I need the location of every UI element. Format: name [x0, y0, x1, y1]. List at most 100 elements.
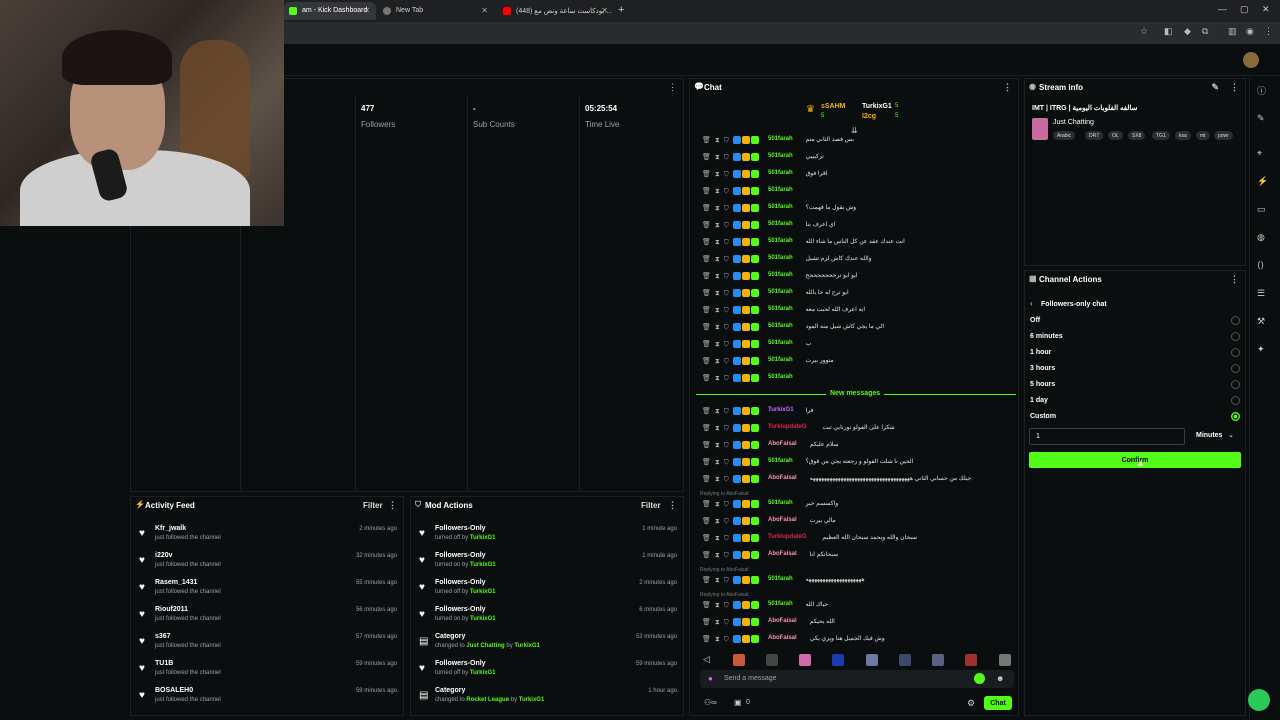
- moderator-name[interactable]: TurkixG1: [470, 562, 496, 568]
- moderation-icons[interactable]: 🗑 ⧗ ⛉: [702, 221, 760, 230]
- moderation-icons[interactable]: 🗑 ⧗ ⛉: [702, 340, 760, 349]
- tag[interactable]: DR7: [1085, 131, 1104, 140]
- moderation-icons[interactable]: 🗑 ⧗ ⛉: [702, 272, 760, 281]
- moderation-icons[interactable]: 🗑 ⧗ ⛉: [702, 357, 760, 366]
- chat-username[interactable]: 501farah: [768, 601, 793, 607]
- more-options-icon[interactable]: ⋮: [668, 500, 677, 510]
- chat-username[interactable]: 501farah: [768, 458, 793, 464]
- follower-name[interactable]: BOSALEH0: [155, 687, 194, 694]
- chat-username[interactable]: AboFaisal: [768, 517, 797, 523]
- maximize-icon[interactable]: ▢: [1240, 4, 1249, 14]
- moderation-icons[interactable]: 🗑 ⧗ ⛉: [702, 517, 760, 526]
- tag[interactable]: mt: [1196, 131, 1210, 140]
- emote-icon[interactable]: [832, 654, 844, 666]
- chat-username[interactable]: 501farah: [768, 357, 793, 363]
- chat-send-button[interactable]: Chat: [984, 696, 1012, 710]
- moderation-icons[interactable]: 🗑 ⧗ ⛉: [702, 551, 760, 560]
- moderation-icons[interactable]: 🗑 ⧗ ⛉: [702, 635, 760, 644]
- tag[interactable]: SX8: [1128, 131, 1146, 140]
- sidebar-icon[interactable]: ▥: [1228, 26, 1237, 36]
- more-options-icon[interactable]: ⋮: [388, 500, 397, 510]
- crosshair-icon[interactable]: ⌖: [1257, 148, 1263, 158]
- emote-icon[interactable]: [932, 654, 944, 666]
- chat-username[interactable]: TurkiupdateG: [768, 424, 807, 430]
- chat-username[interactable]: 501farah: [768, 340, 793, 346]
- chat-username[interactable]: 501farah: [768, 576, 793, 582]
- top-supporter-name[interactable]: TurkixG1: [862, 103, 892, 110]
- help-chat-button[interactable]: [1248, 689, 1270, 711]
- option-1-day[interactable]: 1 day: [1030, 397, 1048, 404]
- moderation-icons[interactable]: 🗑 ⧗ ⛉: [702, 255, 760, 264]
- kick-emote-icon[interactable]: [974, 673, 985, 684]
- confirm-button[interactable]: Confirm: [1029, 452, 1241, 468]
- tag[interactable]: ksa: [1175, 131, 1191, 140]
- code-icon[interactable]: ⟨⟩: [1257, 260, 1265, 270]
- settings-gear-icon[interactable]: ⚙: [967, 698, 976, 708]
- mod-filter-button[interactable]: Filter: [641, 501, 661, 510]
- minimize-icon[interactable]: —: [1218, 4, 1227, 14]
- chat-username[interactable]: TurkiupdateG: [768, 534, 807, 540]
- option-3-hours[interactable]: 3 hours: [1030, 365, 1056, 372]
- chat-username[interactable]: 501farah: [768, 170, 793, 176]
- tag[interactable]: Arabic: [1053, 131, 1076, 140]
- more-options-icon[interactable]: ⋮: [1230, 274, 1239, 284]
- follower-name[interactable]: s367: [155, 633, 171, 640]
- moderation-icons[interactable]: 🗑 ⧗ ⛉: [702, 374, 760, 383]
- chat-username[interactable]: 501farah: [768, 238, 793, 244]
- moderator-name[interactable]: TurkixG1: [514, 643, 540, 649]
- extension-icon[interactable]: ◆: [1184, 26, 1191, 36]
- moderator-name[interactable]: TurkixG1: [470, 616, 496, 622]
- chat-username[interactable]: 501farah: [768, 153, 793, 159]
- option-custom[interactable]: Custom: [1030, 413, 1057, 420]
- follower-name[interactable]: Rasem_1431: [155, 579, 198, 586]
- radio-1-day[interactable]: [1231, 396, 1240, 405]
- chat-username[interactable]: AboFaisal: [768, 618, 797, 624]
- moderation-icons[interactable]: 🗑 ⧗ ⛉: [702, 323, 760, 332]
- tab-new-tab[interactable]: New Tab ✕: [378, 2, 494, 20]
- radio-5-hours[interactable]: [1231, 380, 1240, 389]
- new-tab-plus-icon[interactable]: +: [618, 4, 625, 16]
- chat-username[interactable]: AboFaisal: [768, 441, 797, 447]
- moderation-icons[interactable]: 🗑 ⧗ ⛉: [702, 306, 760, 315]
- moderation-icons[interactable]: 🗑 ⧗ ⛉: [702, 534, 760, 543]
- emote-icon[interactable]: [799, 654, 811, 666]
- moderation-icons[interactable]: 🗑 ⧗ ⛉: [702, 458, 760, 467]
- moderation-icons[interactable]: 🗑 ⧗ ⛉: [702, 407, 760, 416]
- microphone-icon[interactable]: ●: [708, 674, 713, 683]
- chat-username[interactable]: 501farah: [768, 204, 793, 210]
- moderation-icons[interactable]: 🗑 ⧗ ⛉: [702, 289, 760, 298]
- close-tab-icon[interactable]: ✕: [481, 6, 488, 15]
- emote-icon[interactable]: [899, 654, 911, 666]
- top-supporter-name[interactable]: sSAHM: [821, 103, 846, 110]
- chat-username[interactable]: 501farah: [768, 374, 793, 380]
- moderation-icons[interactable]: 🗑 ⧗ ⛉: [702, 475, 760, 484]
- option-6-minutes[interactable]: 6 minutes: [1030, 333, 1063, 340]
- more-options-icon[interactable]: ⋮: [668, 82, 677, 92]
- chat-username[interactable]: AboFaisal: [768, 551, 797, 557]
- moderation-icons[interactable]: 🗑 ⧗ ⛉: [702, 136, 760, 145]
- chat-input-box[interactable]: ● Send a message ☻: [700, 670, 1014, 688]
- close-tab-icon[interactable]: ✕: [601, 6, 608, 15]
- star-icon[interactable]: ☆: [1140, 26, 1149, 36]
- moderation-icons[interactable]: 🗑 ⧗ ⛉: [702, 618, 760, 627]
- document-icon[interactable]: ▭: [1257, 204, 1266, 214]
- profile-icon[interactable]: ◉: [1246, 26, 1254, 36]
- close-window-icon[interactable]: ✕: [1262, 4, 1270, 14]
- settings-icon[interactable]: ✦: [1257, 344, 1265, 354]
- info-icon[interactable]: ⓘ: [1257, 86, 1267, 96]
- moderation-icons[interactable]: 🗑 ⧗ ⛉: [702, 153, 760, 162]
- chat-username[interactable]: 501farah: [768, 289, 793, 295]
- chat-username[interactable]: 501farah: [768, 187, 793, 193]
- tag[interactable]: powr: [1214, 131, 1233, 140]
- option-1-hour[interactable]: 1 hour: [1030, 349, 1052, 356]
- follower-name[interactable]: Riouf2011: [155, 606, 189, 613]
- moderator-name[interactable]: TurkixG1: [518, 697, 545, 703]
- pencil-icon[interactable]: ✎: [1257, 113, 1265, 123]
- stream-category[interactable]: Just Chatting: [1053, 119, 1094, 126]
- moderator-name[interactable]: TurkixG1: [469, 670, 496, 676]
- chat-username[interactable]: 501farah: [768, 306, 793, 312]
- radio-off[interactable]: [1231, 316, 1240, 325]
- emote-icon[interactable]: [866, 654, 878, 666]
- chat-username[interactable]: TurkixG1: [768, 407, 794, 413]
- gift-icon[interactable]: ▣: [734, 698, 742, 707]
